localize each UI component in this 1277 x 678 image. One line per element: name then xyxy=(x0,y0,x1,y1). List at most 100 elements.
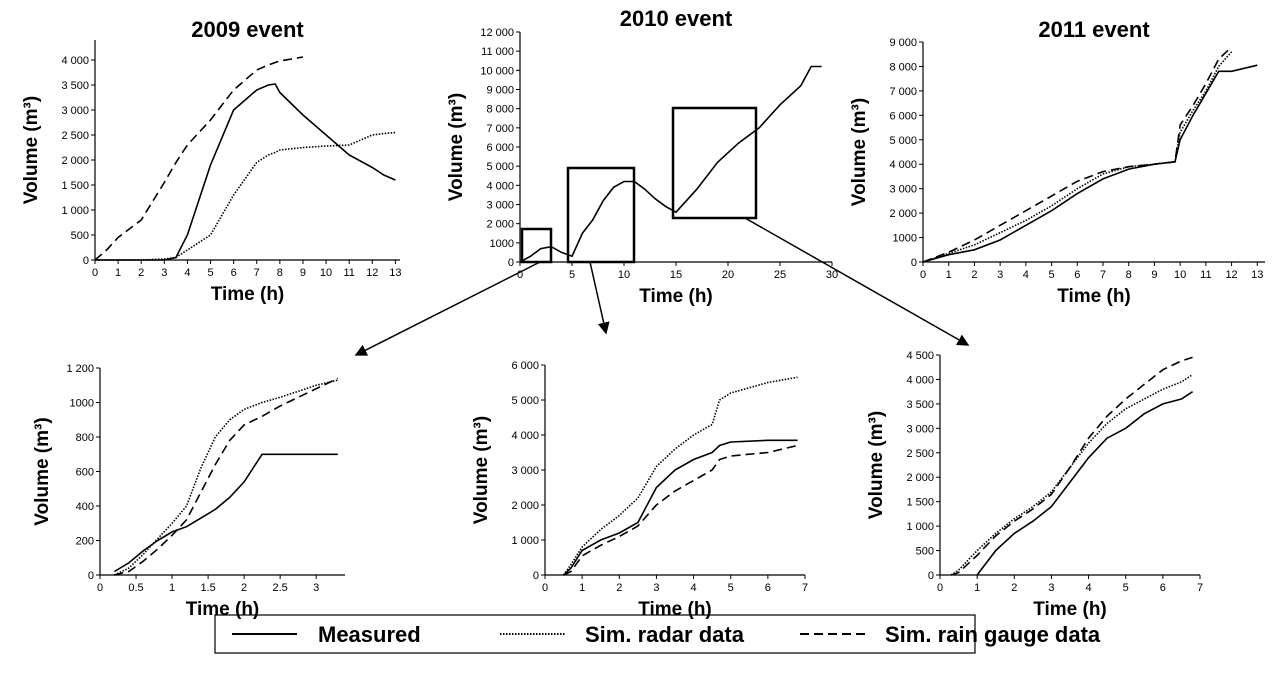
y-tick-label: 1 000 xyxy=(61,205,89,217)
y-tick-label: 5 000 xyxy=(486,161,514,173)
x-tick-label: 2 xyxy=(241,582,247,594)
chart-title: 2009 event xyxy=(191,17,304,42)
y-tick-label: 2 500 xyxy=(61,130,89,142)
y-tick-label: 3 500 xyxy=(61,80,89,92)
series-line xyxy=(562,376,798,576)
chart-title: 2011 event xyxy=(1038,17,1150,42)
x-tick-label: 1 xyxy=(946,269,952,281)
x-tick-label: 0 xyxy=(97,582,103,594)
y-axis-label: Volume (m³) xyxy=(471,416,492,524)
y-tick-label: 1 000 xyxy=(906,521,934,533)
x-axis-label: Time (h) xyxy=(638,599,712,620)
y-tick-label: 1000 xyxy=(893,233,917,245)
x-tick-label: 2 xyxy=(616,582,622,594)
y-tick-label: 11 000 xyxy=(481,46,514,58)
legend-label: Sim. rain gauge data xyxy=(885,622,1101,647)
x-tick-label: 6 xyxy=(1074,269,1080,281)
x-axis-label: Time (h) xyxy=(1057,286,1131,307)
series-line xyxy=(114,377,339,576)
y-tick-label: 6 000 xyxy=(511,360,539,372)
y-tick-label: 8 000 xyxy=(486,104,514,116)
y-tick-label: 2 000 xyxy=(486,219,514,231)
x-tick-label: 8 xyxy=(277,267,283,279)
x-axis-label: Time (h) xyxy=(639,286,713,307)
y-tick-label: 3 000 xyxy=(511,465,539,477)
y-tick-label: 400 xyxy=(76,501,94,513)
x-tick-label: 6 xyxy=(231,267,237,279)
y-tick-label: 2 000 xyxy=(511,500,539,512)
y-tick-label: 0 xyxy=(533,570,539,582)
y-tick-label: 2 000 xyxy=(61,155,89,167)
x-tick-label: 4 xyxy=(184,267,190,279)
y-tick-label: 0 xyxy=(911,257,917,269)
y-axis-label: Volume (m³) xyxy=(849,98,870,206)
x-tick-label: 6 xyxy=(765,582,771,594)
x-tick-label: 4 xyxy=(1023,269,1029,281)
legend-label: Measured xyxy=(318,622,421,647)
y-tick-label: 4 000 xyxy=(486,180,514,192)
y-tick-label: 4 500 xyxy=(906,350,934,362)
x-tick-label: 7 xyxy=(1100,269,1106,281)
series-line xyxy=(95,131,396,261)
y-tick-label: 600 xyxy=(76,467,94,479)
chart: 0 1000 2 000 3 000 4 000 5 000 6 000 7 000 8 000… xyxy=(849,17,1265,307)
y-tick-label: 2 000 xyxy=(906,472,934,484)
x-tick-label: 3 xyxy=(313,582,319,594)
x-tick-label: 4 xyxy=(691,582,697,594)
x-tick-label: 11 xyxy=(343,267,354,279)
x-tick-label: 2.5 xyxy=(272,582,287,594)
y-tick-label: 4 000 xyxy=(906,374,934,386)
x-tick-label: 7 xyxy=(254,267,260,279)
x-tick-label: 1 xyxy=(115,267,121,279)
series-line xyxy=(922,46,1233,263)
y-tick-label: 1000 xyxy=(490,238,514,250)
y-tick-label: 1000 xyxy=(70,398,94,410)
x-tick-label: 1 xyxy=(974,582,980,594)
x-tick-label: 9 xyxy=(300,267,306,279)
x-tick-label: 2 xyxy=(138,267,144,279)
x-axis-label: Time (h) xyxy=(1033,599,1107,620)
y-tick-label: 6 000 xyxy=(486,142,514,154)
x-tick-label: 3 xyxy=(161,267,167,279)
x-tick-label: 0.5 xyxy=(128,582,143,594)
x-tick-label: 6 xyxy=(1160,582,1166,594)
y-tick-label: 1 500 xyxy=(906,497,934,509)
series-line xyxy=(976,391,1194,576)
y-tick-label: 0 xyxy=(83,255,89,267)
y-tick-label: 7 000 xyxy=(486,123,514,135)
x-tick-label: 3 xyxy=(1048,582,1054,594)
x-tick-label: 1.5 xyxy=(200,582,215,594)
series-line xyxy=(519,65,822,263)
x-tick-label: 5 xyxy=(1049,269,1055,281)
x-tick-label: 3 xyxy=(653,582,659,594)
legend-label: Sim. radar data xyxy=(585,622,745,647)
x-tick-label: 0 xyxy=(92,267,98,279)
chart: 0 200 400 600 800 1000 1 200 0 0.5 1 1.5 2 2.5 3 Time … xyxy=(32,363,345,620)
arrow xyxy=(354,261,541,356)
y-tick-label: 3 500 xyxy=(906,399,934,411)
x-axis-label: Time (h) xyxy=(186,599,260,620)
y-tick-label: 7 000 xyxy=(889,86,917,98)
x-tick-label: 8 xyxy=(1126,269,1132,281)
y-tick-label: 0 xyxy=(88,570,94,582)
x-tick-label: 30 xyxy=(826,269,838,281)
y-tick-label: 0 xyxy=(508,257,514,269)
y-axis-label: Volume (m³) xyxy=(446,93,467,201)
y-axis-label: Volume (m³) xyxy=(21,96,42,204)
y-tick-label: 2 000 xyxy=(889,208,917,220)
series-line xyxy=(563,444,798,576)
zoom-box xyxy=(671,106,758,220)
x-tick-label: 25 xyxy=(774,269,786,281)
zoom-arrows xyxy=(354,217,970,356)
x-tick-label: 0 xyxy=(937,582,943,594)
x-tick-label: 1 xyxy=(169,582,175,594)
x-tick-label: 5 xyxy=(1123,582,1129,594)
y-tick-label: 0 xyxy=(928,570,934,582)
series-line xyxy=(950,356,1193,576)
x-tick-label: 10 xyxy=(1174,269,1186,281)
x-tick-label: 5 xyxy=(207,267,213,279)
series-line xyxy=(563,439,798,576)
series-line xyxy=(95,83,396,261)
y-tick-label: 500 xyxy=(71,230,89,242)
y-tick-label: 4 000 xyxy=(511,430,539,442)
